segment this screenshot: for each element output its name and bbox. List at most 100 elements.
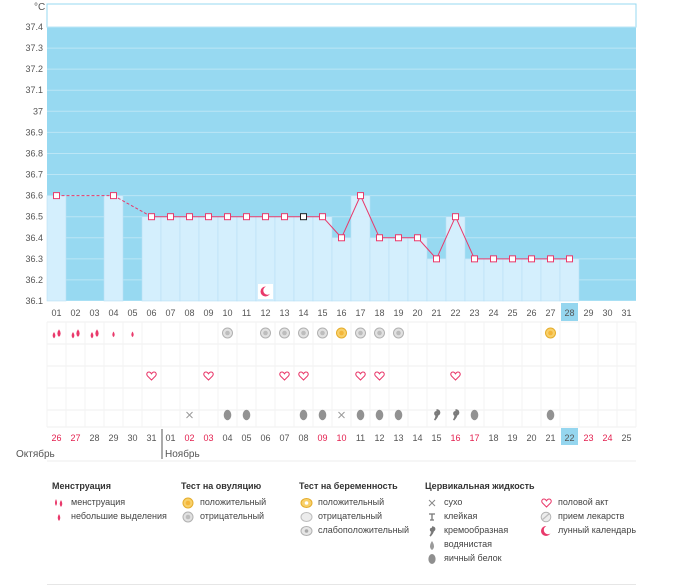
pregnancy-negative-icon bbox=[299, 510, 313, 524]
legend-item-creamy: кремообразная bbox=[425, 523, 535, 537]
calendar-date-label: 06 bbox=[260, 433, 270, 443]
temperature-point bbox=[262, 213, 269, 221]
y-tick-label: 36.5 bbox=[25, 212, 43, 222]
temperature-point bbox=[490, 255, 497, 263]
cycle-day-label: 30 bbox=[602, 308, 612, 318]
today-highlight bbox=[561, 428, 578, 445]
legend-ovulation-title: Тест на овуляцию bbox=[181, 481, 262, 491]
ovulation-positive-icon bbox=[181, 496, 195, 510]
calendar-date-label: 08 bbox=[298, 433, 308, 443]
creamy-comma-icon bbox=[452, 409, 460, 421]
y-tick-label: 36.9 bbox=[25, 127, 43, 137]
cycle-day-label: 19 bbox=[393, 308, 403, 318]
cycle-day-label: 09 bbox=[203, 308, 213, 318]
legend-item-eggwhite: яичный белок bbox=[425, 551, 535, 565]
temperature-line bbox=[53, 192, 573, 263]
y-tick-label: 36.1 bbox=[25, 296, 43, 306]
cycle-day-label: 29 bbox=[583, 308, 593, 318]
calendar-date-label: 11 bbox=[356, 433, 365, 443]
temperature-bar bbox=[369, 237, 390, 302]
cycle-day-label: 25 bbox=[507, 308, 517, 318]
legend-cervical-title: Цервикальная жидкость bbox=[425, 481, 535, 491]
heart-icon bbox=[355, 371, 366, 381]
temperature-bar bbox=[179, 216, 200, 302]
legend-menstruation: Менструация менструация небольшие выделе… bbox=[52, 481, 167, 523]
legend-item-ovulation-positive: положительный bbox=[181, 495, 266, 509]
temperature-segment bbox=[360, 195, 380, 238]
watery-drop-icon bbox=[546, 409, 555, 421]
cycle-day-label: 16 bbox=[336, 308, 346, 318]
event-grid bbox=[46, 321, 637, 428]
legend-label: положительный bbox=[318, 497, 385, 507]
cycle-day-label: 07 bbox=[165, 308, 175, 318]
spotting-drop-icon bbox=[131, 331, 134, 338]
calendar-date-label: 29 bbox=[108, 433, 118, 443]
temperature-bar bbox=[198, 216, 219, 302]
calendar-date-label: 26 bbox=[51, 433, 61, 443]
y-tick-label: 36.6 bbox=[25, 191, 43, 201]
calendar-date-label: 17 bbox=[469, 433, 479, 443]
legend-item-medication: прием лекарств bbox=[539, 509, 636, 523]
heart-icon bbox=[374, 371, 385, 381]
temperature-bar bbox=[217, 216, 238, 302]
heart-icon bbox=[450, 371, 461, 381]
calendar-date-label: 21 bbox=[545, 433, 555, 443]
calendar-date-label: 02 bbox=[184, 433, 194, 443]
cycle-day-label: 18 bbox=[374, 308, 384, 318]
heart-icon bbox=[279, 371, 290, 381]
ovulation-negative-icon bbox=[181, 510, 195, 524]
temperature-bar bbox=[445, 216, 466, 302]
bottom-divider bbox=[47, 584, 636, 585]
y-tick-label: 36.3 bbox=[25, 254, 43, 264]
legend-item-sticky: клейкая bbox=[425, 509, 535, 523]
menstruation-drop-icon bbox=[90, 332, 94, 339]
temperature-point bbox=[395, 234, 402, 242]
temperature-point bbox=[205, 213, 212, 221]
legend-label: менструация bbox=[71, 497, 126, 507]
calendar-date-label: 13 bbox=[393, 433, 403, 443]
legend-item-menstruation: менструация bbox=[52, 495, 167, 509]
cycle-day-label: 01 bbox=[51, 308, 61, 318]
legend-item-intercourse: половой акт bbox=[539, 495, 636, 509]
calendar-date-label: 12 bbox=[374, 433, 384, 443]
watery-drop-icon bbox=[299, 409, 308, 421]
legend-label: лунный календарь bbox=[558, 525, 637, 535]
temperature-point bbox=[566, 255, 573, 263]
watery-drop-icon bbox=[470, 409, 479, 421]
temperature-bar bbox=[293, 216, 314, 302]
heart-icon bbox=[539, 496, 553, 510]
cycle-day-label: 04 bbox=[108, 308, 118, 318]
temperature-point bbox=[148, 213, 155, 221]
ovulation-icon-center bbox=[263, 330, 268, 336]
creamy-comma-icon bbox=[433, 409, 441, 421]
temperature-point bbox=[471, 255, 478, 263]
calendar-date-label: 10 bbox=[336, 433, 346, 443]
heart-icon bbox=[146, 371, 157, 381]
temperature-point bbox=[547, 255, 554, 263]
temperature-segment bbox=[341, 195, 361, 238]
watery-drop-icon bbox=[425, 538, 439, 552]
legend-item-pregnancy-positive: положительный bbox=[299, 495, 409, 509]
chart-legend: Менструация менструация небольшие выделе… bbox=[0, 481, 675, 571]
legend-other: половой акт прием лекарств лунный календ… bbox=[539, 495, 636, 537]
watery-drop-icon bbox=[223, 409, 232, 421]
cycle-day-label: 24 bbox=[488, 308, 498, 318]
watery-drop-icon bbox=[356, 409, 365, 421]
heart-icon bbox=[203, 371, 214, 381]
temperature-bar bbox=[141, 216, 162, 302]
watery-drop-icon bbox=[394, 409, 403, 421]
dry-cross-icon bbox=[425, 496, 439, 510]
temperature-bar bbox=[236, 216, 257, 302]
temperature-bar bbox=[540, 258, 561, 302]
ovulation-icon-center bbox=[358, 330, 363, 336]
legend-ovulation: Тест на овуляцию положительный отрицател… bbox=[181, 481, 266, 523]
watery-drop-icon bbox=[375, 409, 384, 421]
temperature-bar bbox=[426, 258, 447, 302]
cycle-day-label: 15 bbox=[317, 308, 327, 318]
temperature-bar bbox=[407, 237, 428, 302]
legend-label: клейкая bbox=[444, 511, 478, 521]
cycle-day-label: 17 bbox=[355, 308, 365, 318]
legend-item-pregnancy-negative: отрицательный bbox=[299, 509, 409, 523]
legend-item-moon: лунный календарь bbox=[539, 523, 636, 537]
